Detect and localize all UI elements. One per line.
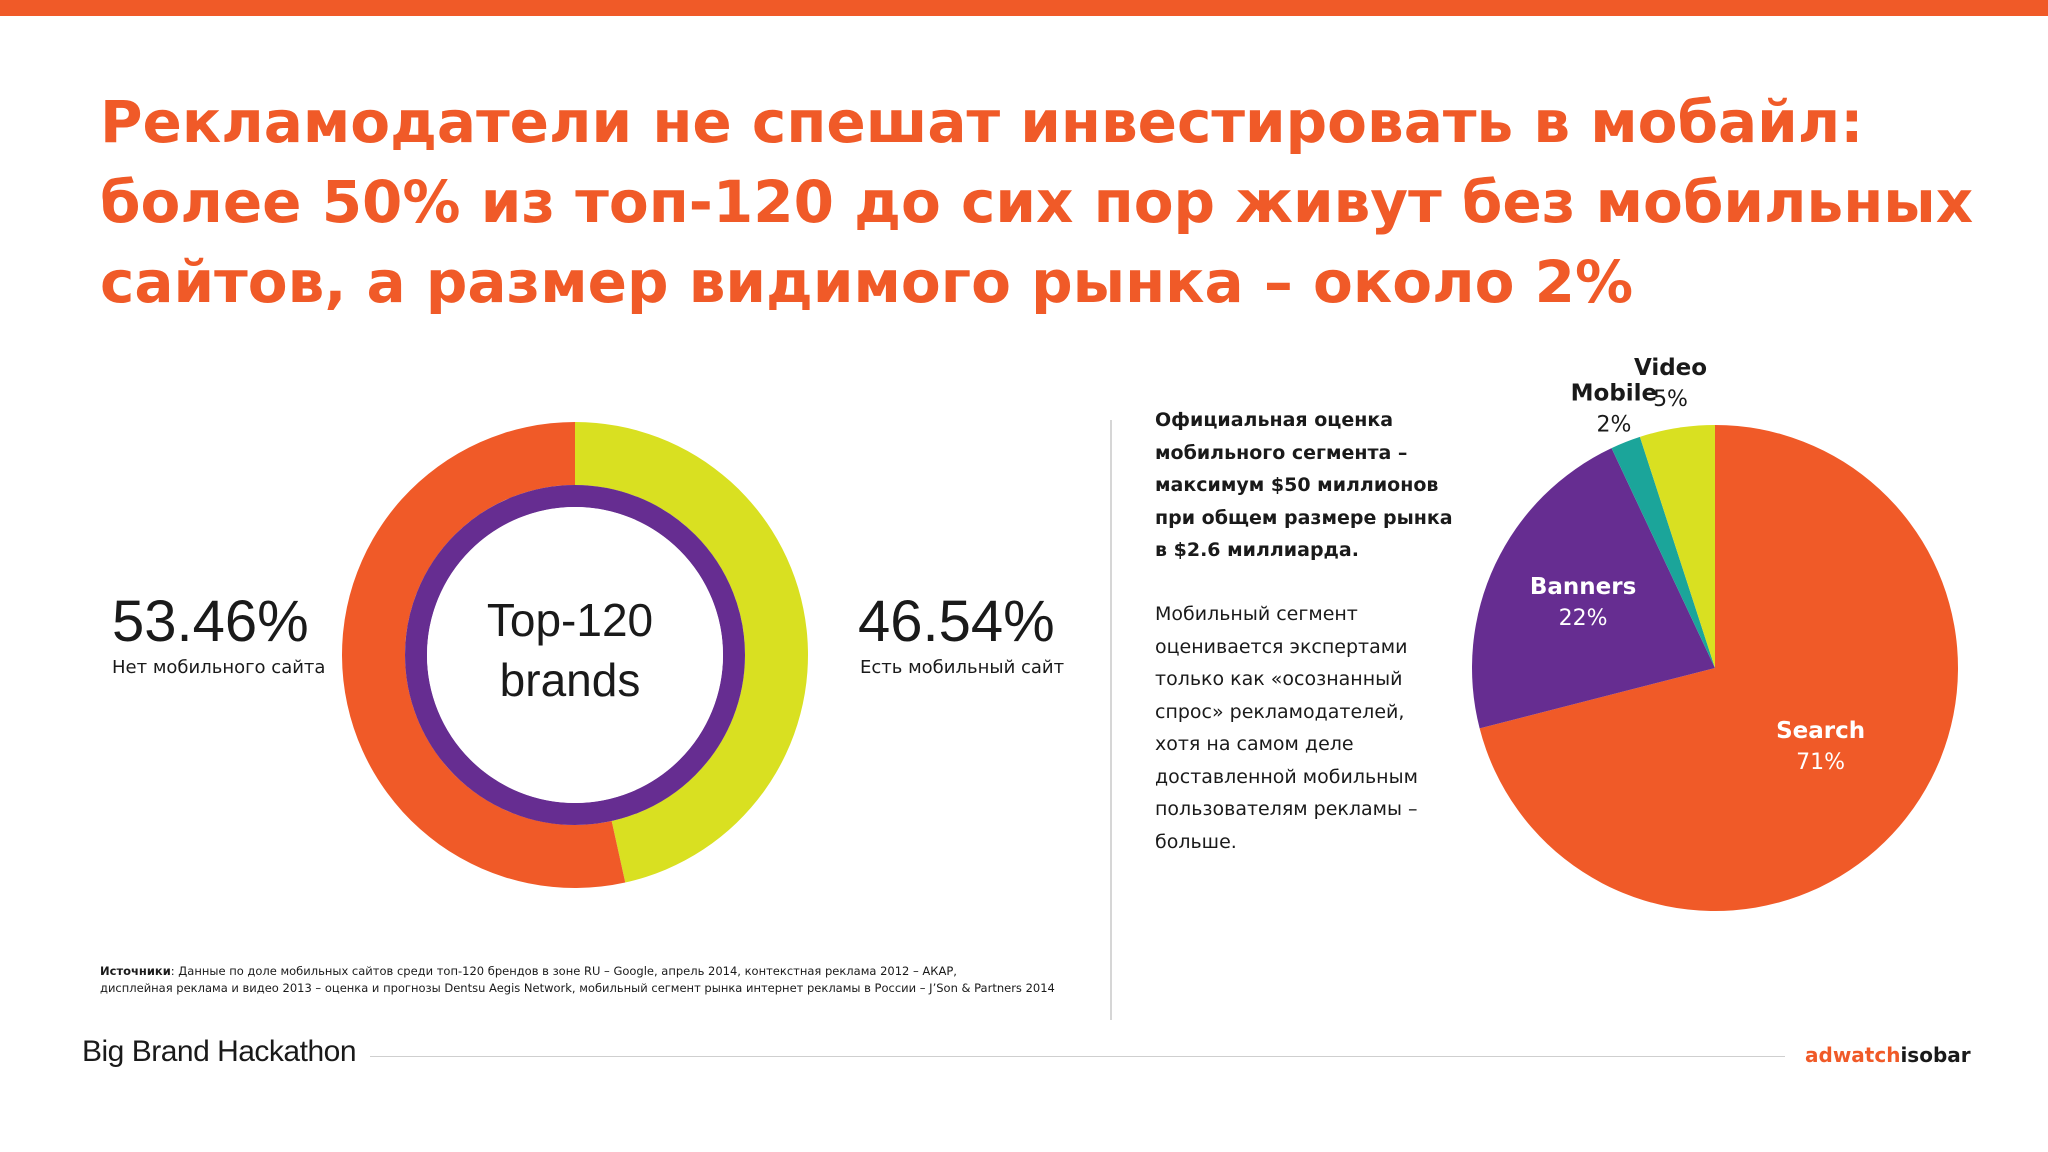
no-mobile-site-label: Нет мобильного сайта xyxy=(112,657,326,678)
note-line: мобильного сегмента – xyxy=(1155,441,1408,464)
pie-slice-video xyxy=(1639,425,1715,668)
pie-label-search: Search xyxy=(1776,718,1865,744)
pie-value-search: 71% xyxy=(1796,750,1845,775)
footer-logo-a: adwatch xyxy=(1805,1043,1901,1067)
expert-assessment-note: Мобильный сегмент оценивается экспертами… xyxy=(1155,598,1475,858)
pie-label-video: Video xyxy=(1634,355,1707,381)
pie-label-banners: Banners xyxy=(1530,574,1636,600)
donut-center-label: Top-120 brands xyxy=(420,590,720,710)
pie-value-video: 5% xyxy=(1653,387,1688,412)
donut-slice xyxy=(575,422,808,883)
title-line: сайтов, а размер видимого рынка – около … xyxy=(100,248,1634,316)
sources-label: Источники xyxy=(100,964,171,978)
title-line: более 50% из топ-120 до сих пор живут бе… xyxy=(100,168,1974,236)
donut-center-line: Top-120 xyxy=(486,594,654,646)
note-line: пользователям рекламы – xyxy=(1155,798,1418,820)
footer-brand: Big Brand Hackathon xyxy=(82,1035,357,1068)
has-mobile-site-value: 46.54% xyxy=(858,589,1055,654)
pie-slice-mobile xyxy=(1611,436,1715,668)
note-line: максимум $50 миллионов xyxy=(1155,474,1439,496)
footer-divider xyxy=(370,1056,1785,1057)
note-line: Мобильный сегмент xyxy=(1155,603,1358,625)
note-line: в $2.6 миллиарда. xyxy=(1155,539,1359,561)
pie-value-mobile: 2% xyxy=(1596,413,1631,438)
top-accent-bar xyxy=(0,0,2048,16)
sources-text: : Данные по доле мобильных сайтов среди … xyxy=(170,964,957,978)
pie-slice-banners xyxy=(1472,448,1715,729)
no-mobile-site-value: 53.46% xyxy=(112,589,309,654)
sources-note: Источники: Данные по доле мобильных сайт… xyxy=(100,963,1100,997)
pie-label-mobile: Mobile xyxy=(1571,381,1658,407)
donut-chart xyxy=(341,422,808,888)
note-line: только как «осознанный xyxy=(1155,668,1403,690)
note-line: больше. xyxy=(1155,830,1237,853)
footer-logo: adwatchisobar xyxy=(1805,1043,1971,1067)
note-line: оценивается экспертами xyxy=(1155,635,1408,658)
has-mobile-site-label: Есть мобильный сайт xyxy=(860,657,1065,678)
donut-inner-ring xyxy=(405,485,745,825)
slide-title: Рекламодатели не спешат инвестировать в … xyxy=(100,82,1980,322)
title-line: Рекламодатели не спешат инвестировать в … xyxy=(100,88,1864,156)
donut-slice xyxy=(341,422,626,888)
note-line: при общем размере рынка xyxy=(1155,506,1453,529)
note-line: хотя на самом деле xyxy=(1155,733,1354,755)
footer-logo-b: isobar xyxy=(1900,1043,1971,1067)
note-line: спрос» рекламодателей, xyxy=(1155,700,1405,723)
pie-value-banners: 22% xyxy=(1559,606,1608,631)
market-pie-chart: Search 71% Banners 22% Mobile 2% Video 5% xyxy=(1472,355,1958,911)
vertical-divider xyxy=(1110,420,1112,1020)
official-estimate-note: Официальная оценка мобильного сегмента –… xyxy=(1155,404,1475,567)
sources-line: дисплейная реклама и видео 2013 – оценка… xyxy=(100,981,1055,995)
sources-line: Источники: Данные по доле мобильных сайт… xyxy=(100,963,1100,980)
pie-slice-search xyxy=(1479,425,1958,911)
donut-center xyxy=(427,507,723,803)
note-line: Официальная оценка xyxy=(1155,409,1394,431)
note-line: доставленной мобильным xyxy=(1155,765,1418,788)
donut-center-line: brands xyxy=(499,654,641,706)
